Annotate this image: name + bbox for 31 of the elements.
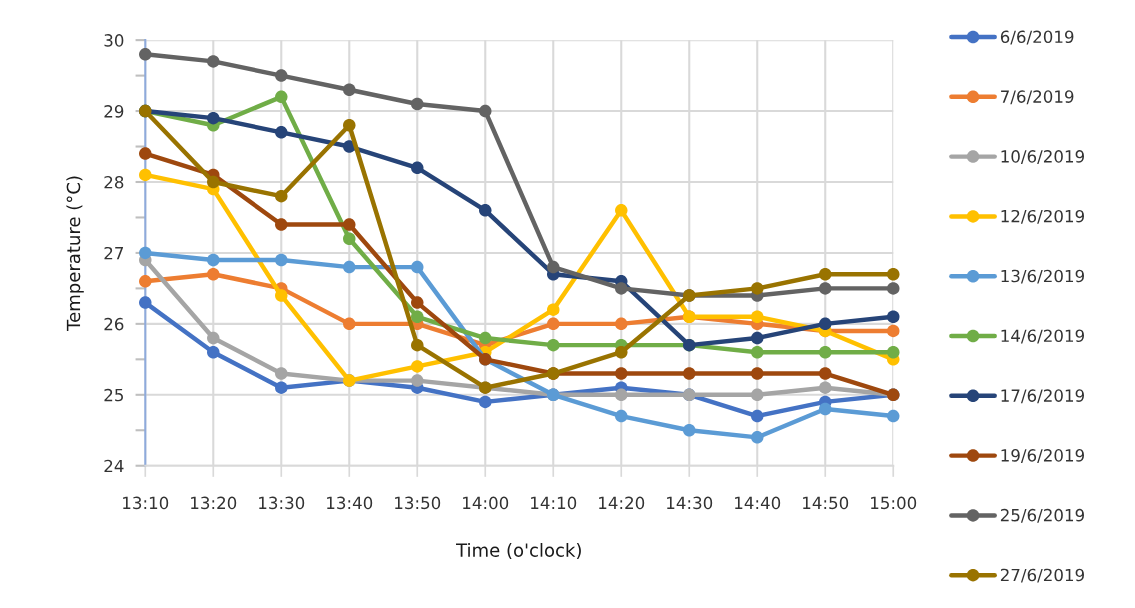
x-tick-label: 14:40 (735, 496, 781, 510)
y-tick-label: 28 (104, 175, 124, 189)
legend-label: 7/6/2019 (1001, 90, 1074, 105)
x-tick-label: 13:10 (123, 496, 169, 510)
x-tick-label: 13:50 (395, 496, 441, 510)
y-axis-title: Temperature (°C) (66, 176, 84, 331)
y-tick-label: 27 (104, 246, 124, 260)
y-tick-label: 24 (104, 459, 124, 473)
y-tick-label: 30 (104, 34, 124, 47)
legend-label: 25/6/2019 (1000, 508, 1084, 523)
legend-label: 13/6/2019 (1001, 269, 1084, 284)
legend-label: 10/6/2019 (1001, 150, 1084, 164)
x-tick-label: 14:10 (531, 496, 577, 510)
legend-label: 27/6/2019 (1000, 568, 1084, 583)
legend-label: 6/6/2019 (1000, 30, 1074, 45)
x-tick-label: 14:00 (463, 496, 509, 510)
x-tick-label: 13:30 (259, 496, 305, 510)
x-tick-label: 14:50 (803, 496, 849, 510)
x-tick-label: 14:20 (599, 496, 645, 510)
y-tick-label: 29 (104, 105, 124, 118)
x-tick-label: 13:20 (191, 496, 237, 510)
y-tick-label: 26 (104, 317, 124, 331)
y-tick-label: 25 (104, 388, 123, 402)
legend-label: 19/6/2019 (1001, 449, 1084, 463)
legend-label: 17/6/2019 (1001, 389, 1084, 404)
x-tick-label: 13:40 (327, 496, 373, 510)
x-tick-label: 15:00 (871, 496, 917, 510)
x-tick-label: 14:30 (667, 496, 713, 510)
legend-label: 14/6/2019 (1001, 329, 1084, 344)
legend-label: 12/6/2019 (1001, 209, 1084, 224)
x-axis-title: Time (o'clock) (456, 542, 581, 560)
